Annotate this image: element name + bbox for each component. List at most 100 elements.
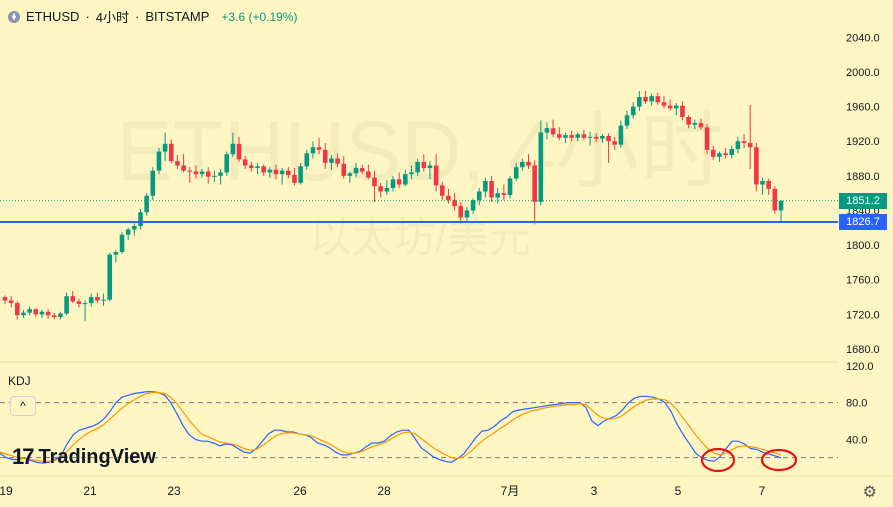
candle-body xyxy=(747,142,753,148)
time-axis-tick: 28 xyxy=(377,484,391,498)
support-price-label: 1826.7 xyxy=(839,213,887,230)
candle-body xyxy=(593,136,599,139)
candle-body xyxy=(101,299,106,301)
candle-body xyxy=(2,297,8,301)
candle-body xyxy=(45,311,51,316)
candle-body xyxy=(230,143,236,155)
candles-group xyxy=(2,90,784,322)
candle-body xyxy=(310,147,316,154)
candle-body xyxy=(273,169,279,175)
tradingview-wordmark: TradingView xyxy=(38,445,156,468)
candle-body xyxy=(138,212,143,227)
candle-body xyxy=(15,303,20,316)
candle-body xyxy=(661,102,667,106)
candle-body xyxy=(366,171,371,178)
candle-body xyxy=(717,153,722,157)
symbol[interactable]: ETHUSD xyxy=(26,9,80,24)
candle-body xyxy=(409,172,414,175)
candle-body xyxy=(686,116,691,125)
candle-body xyxy=(476,191,482,201)
price-axis-tick: 1880.0 xyxy=(846,171,880,183)
candle-body xyxy=(507,178,513,195)
watermark-symbol: ETHUSD, 4小时 xyxy=(117,104,724,198)
candle-body xyxy=(236,143,242,160)
candle-body xyxy=(532,165,537,202)
ethereum-icon xyxy=(8,10,20,23)
candle-body xyxy=(723,153,728,156)
candle-body xyxy=(667,105,673,109)
candle-body xyxy=(464,210,470,218)
candle-body xyxy=(390,179,396,188)
candle-body xyxy=(322,149,328,163)
candle-body xyxy=(341,163,347,176)
price-axis-tick: 1920.0 xyxy=(846,136,880,148)
annotation-circle xyxy=(760,448,798,472)
candle-body xyxy=(39,311,45,315)
candle-body xyxy=(563,135,568,138)
candle-body xyxy=(674,105,679,109)
tradingview-logo[interactable]: 17 TradingView xyxy=(12,444,156,470)
price-change: +3.6 (+0.19%) xyxy=(221,9,298,24)
candle-body xyxy=(495,193,500,198)
candle-body xyxy=(353,168,359,174)
tradingview-mark-icon: 17 xyxy=(12,444,35,469)
exchange: BITSTAMP xyxy=(145,9,210,24)
candle-body xyxy=(421,161,427,169)
candle-body xyxy=(347,173,353,176)
candle-body xyxy=(489,181,494,198)
candle-body xyxy=(88,297,94,304)
candle-body xyxy=(292,174,297,183)
candle-body xyxy=(483,181,488,192)
price-axis-tick: 1800.0 xyxy=(846,240,880,252)
candle-body xyxy=(255,166,260,169)
candle-body xyxy=(538,132,544,202)
candle-body xyxy=(729,149,735,156)
candle-body xyxy=(618,125,624,145)
price-axis-tick: 1680.0 xyxy=(846,344,880,356)
price-axis-tick: 1760.0 xyxy=(846,275,880,287)
candle-body xyxy=(439,185,445,196)
annotation-circle xyxy=(700,447,736,473)
candle-body xyxy=(630,106,636,116)
candle-body xyxy=(452,200,457,207)
last-price-label: 1851.2 xyxy=(839,192,887,209)
candle-body xyxy=(372,177,377,187)
price-axis-tick: 2040.0 xyxy=(846,32,880,44)
candle-body xyxy=(587,136,593,138)
candle-body xyxy=(33,309,39,315)
candle-body xyxy=(692,123,698,125)
candle-body xyxy=(741,141,747,143)
candle-body xyxy=(175,161,180,166)
candle-body xyxy=(446,195,451,201)
price-axis-tick: 2000.0 xyxy=(846,67,880,79)
candle-body xyxy=(754,147,759,185)
interval[interactable]: 4小时 xyxy=(95,10,130,25)
candle-body xyxy=(403,174,408,185)
candle-body xyxy=(569,135,574,138)
candle-body xyxy=(433,165,439,186)
candle-body xyxy=(513,167,519,179)
candle-body xyxy=(458,206,464,218)
collapse-button[interactable]: ^ xyxy=(10,396,36,416)
candle-body xyxy=(680,105,685,117)
candle-body xyxy=(760,181,765,185)
candle-body xyxy=(113,252,119,255)
candle-body xyxy=(168,143,174,162)
candle-body xyxy=(187,170,193,172)
candle-body xyxy=(396,179,402,185)
kdj-indicator-label[interactable]: KDJ xyxy=(8,374,31,388)
candle-body xyxy=(778,200,784,211)
time-axis-tick: 3 xyxy=(591,484,598,498)
kdj-k-line xyxy=(0,391,782,464)
time-axis-tick: 19 xyxy=(0,484,13,498)
candle-body xyxy=(766,181,771,189)
candle-body xyxy=(82,303,88,305)
candle-body xyxy=(21,312,26,316)
candle-body xyxy=(704,127,710,150)
candle-body xyxy=(520,161,525,168)
candle-body xyxy=(181,165,186,171)
settings-gear-icon[interactable]: ⚙ xyxy=(862,484,877,501)
candle-body xyxy=(70,296,76,302)
candle-body xyxy=(470,200,476,211)
